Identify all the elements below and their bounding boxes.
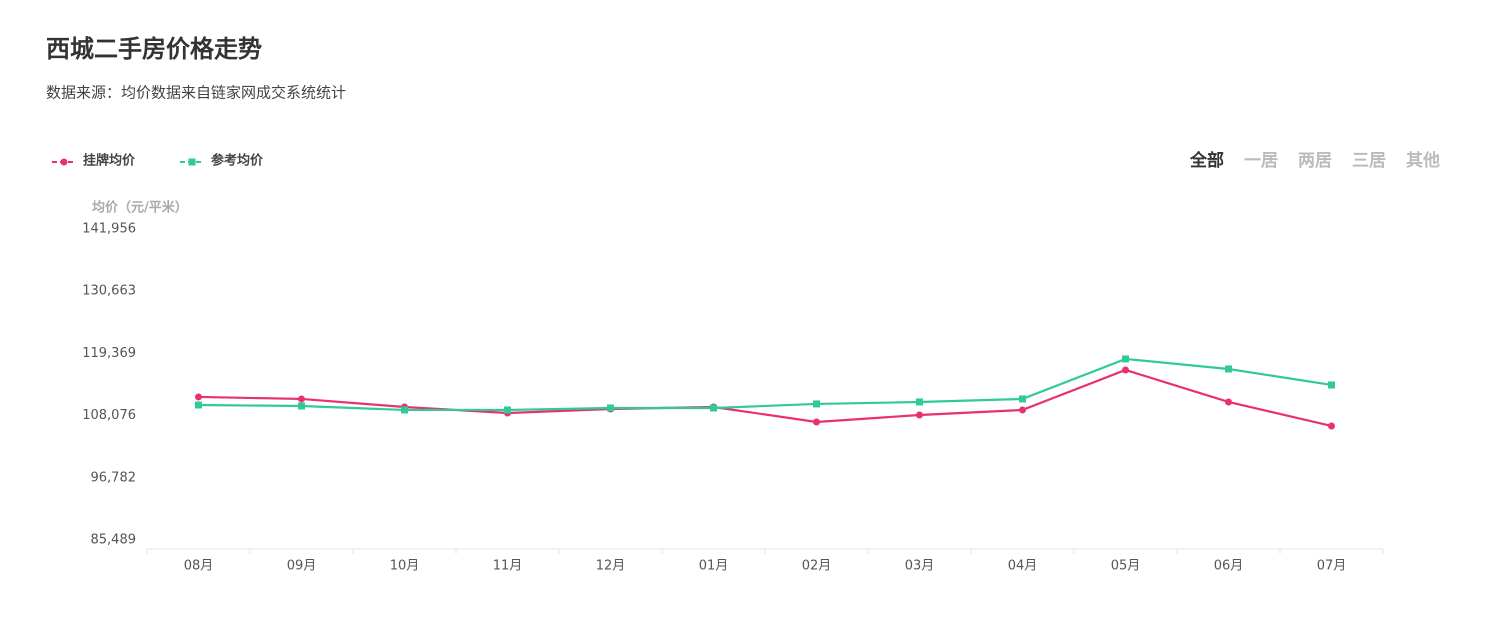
y-tick-label: 130,663 xyxy=(82,284,136,299)
point xyxy=(607,404,614,412)
x-tick-label: 01月 xyxy=(699,559,729,574)
legend-label: 挂牌均价 xyxy=(83,153,136,169)
point xyxy=(60,158,68,166)
x-tick-label: 12月 xyxy=(596,559,626,574)
point xyxy=(1019,406,1026,414)
x-tick-label: 04月 xyxy=(1008,559,1038,574)
point xyxy=(916,398,923,406)
y-tick-label: 119,369 xyxy=(82,346,136,361)
tab[interactable]: 全部 xyxy=(1189,150,1224,171)
x-tick-label: 02月 xyxy=(802,559,832,574)
point xyxy=(813,400,820,408)
point xyxy=(1122,355,1129,363)
chart-subtitle: 数据来源：均价数据来自链家网成交系统统计 xyxy=(46,84,346,102)
x-tick-label: 09月 xyxy=(287,559,317,574)
point xyxy=(813,418,820,426)
y-tick-label: 141,956 xyxy=(82,222,136,237)
point xyxy=(504,406,511,414)
y-axis-label: 均价（元/平米） xyxy=(92,200,188,216)
point xyxy=(298,395,305,403)
tab[interactable]: 三居 xyxy=(1352,151,1386,171)
tab[interactable]: 一居 xyxy=(1244,151,1278,171)
series-line xyxy=(198,368,1332,428)
point xyxy=(710,404,717,412)
point xyxy=(916,411,923,419)
y-tick-label: 96,782 xyxy=(91,470,137,485)
point xyxy=(1328,422,1335,430)
point xyxy=(1225,365,1232,373)
x-tick-label: 08月 xyxy=(184,559,214,574)
tab[interactable]: 其他 xyxy=(1406,150,1440,171)
point xyxy=(1225,398,1232,406)
x-tick-label: 07月 xyxy=(1317,559,1347,574)
point xyxy=(1328,381,1335,389)
point xyxy=(188,158,196,166)
x-tick-label: 06月 xyxy=(1214,559,1244,574)
x-tick-label: 10月 xyxy=(390,559,420,574)
x-tick-label: 11月 xyxy=(493,559,523,574)
point xyxy=(1019,395,1026,403)
chart-title: 西城二手房价格走势 xyxy=(46,35,262,63)
legend-label: 参考均价 xyxy=(211,153,264,169)
y-tick-label: 85,489 xyxy=(91,533,137,548)
point xyxy=(298,402,305,410)
x-tick-label: 05月 xyxy=(1111,559,1141,574)
point xyxy=(1122,366,1129,374)
point xyxy=(195,393,202,401)
x-tick-label: 03月 xyxy=(905,559,935,574)
series-line xyxy=(198,357,1332,412)
y-tick-label: 108,076 xyxy=(82,408,136,423)
point xyxy=(401,406,408,414)
point xyxy=(195,401,202,409)
tab[interactable]: 两居 xyxy=(1298,151,1332,171)
